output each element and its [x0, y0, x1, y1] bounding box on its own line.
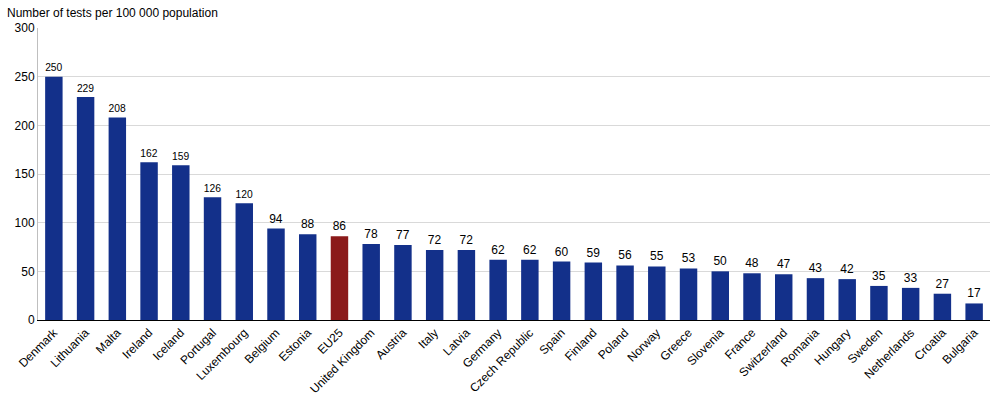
svg-text:Spain: Spain: [536, 326, 568, 358]
svg-text:56: 56: [618, 248, 632, 262]
svg-text:Number of tests per 100 000 po: Number of tests per 100 000 population: [7, 6, 218, 20]
svg-text:43: 43: [809, 261, 823, 275]
svg-text:208: 208: [109, 103, 126, 114]
svg-text:59: 59: [586, 246, 600, 260]
svg-text:150: 150: [15, 167, 35, 181]
svg-text:Norway: Norway: [624, 326, 663, 365]
svg-text:Estonia: Estonia: [276, 326, 314, 364]
svg-text:50: 50: [713, 254, 727, 268]
svg-text:United Kingdom: United Kingdom: [307, 326, 377, 396]
svg-text:Malta: Malta: [93, 326, 124, 357]
svg-text:55: 55: [650, 249, 664, 263]
svg-text:Switzerland: Switzerland: [736, 326, 790, 380]
svg-text:Ireland: Ireland: [120, 326, 156, 362]
svg-text:Bulgaria: Bulgaria: [939, 326, 980, 367]
svg-text:Greece: Greece: [657, 326, 695, 364]
svg-text:47: 47: [777, 257, 791, 271]
svg-text:17: 17: [967, 286, 981, 300]
svg-text:France: France: [722, 326, 759, 363]
svg-text:Latvia: Latvia: [440, 326, 473, 359]
svg-text:78: 78: [364, 227, 378, 241]
svg-text:48: 48: [745, 256, 759, 270]
svg-text:62: 62: [523, 243, 537, 257]
svg-text:Denmark: Denmark: [16, 325, 61, 370]
svg-text:Lithuania: Lithuania: [48, 326, 93, 371]
svg-text:50: 50: [21, 265, 35, 279]
svg-text:Portugal: Portugal: [177, 326, 219, 368]
svg-text:EU25: EU25: [315, 326, 346, 357]
svg-text:159: 159: [172, 151, 189, 162]
svg-text:Netherlands: Netherlands: [861, 326, 917, 382]
svg-text:62: 62: [491, 243, 505, 257]
svg-text:35: 35: [872, 269, 886, 283]
svg-text:Belgium: Belgium: [242, 326, 283, 367]
svg-text:72: 72: [428, 233, 442, 247]
svg-text:Slovenia: Slovenia: [684, 326, 727, 369]
svg-text:Czech Republic: Czech Republic: [467, 326, 536, 395]
svg-text:77: 77: [396, 228, 410, 242]
svg-text:Iceland: Iceland: [150, 326, 187, 363]
svg-text:Italy: Italy: [416, 326, 441, 351]
svg-text:229: 229: [77, 83, 94, 94]
svg-text:Germany: Germany: [460, 326, 505, 371]
svg-text:Luxembourg: Luxembourg: [194, 326, 251, 383]
svg-text:Finland: Finland: [562, 326, 600, 364]
svg-text:72: 72: [460, 233, 474, 247]
svg-text:Croatia: Croatia: [912, 326, 949, 363]
svg-text:88: 88: [301, 217, 315, 231]
svg-text:Hungary: Hungary: [812, 326, 854, 368]
svg-text:Austria: Austria: [373, 326, 410, 363]
svg-text:250: 250: [45, 62, 62, 73]
svg-text:42: 42: [840, 262, 854, 276]
svg-text:33: 33: [904, 271, 918, 285]
svg-text:162: 162: [140, 148, 157, 159]
svg-text:100: 100: [15, 216, 35, 230]
svg-text:250: 250: [15, 70, 35, 84]
svg-text:300: 300: [15, 21, 35, 35]
svg-text:27: 27: [936, 277, 950, 291]
svg-text:200: 200: [15, 119, 35, 133]
svg-text:86: 86: [333, 219, 347, 233]
svg-text:94: 94: [269, 212, 283, 226]
svg-text:Romania: Romania: [778, 326, 822, 370]
svg-text:53: 53: [682, 251, 696, 265]
svg-text:60: 60: [555, 245, 569, 259]
svg-text:Sweden: Sweden: [845, 326, 886, 367]
svg-text:0: 0: [28, 313, 35, 327]
svg-text:120: 120: [236, 189, 253, 200]
svg-text:Poland: Poland: [595, 326, 631, 362]
svg-text:126: 126: [204, 183, 221, 194]
